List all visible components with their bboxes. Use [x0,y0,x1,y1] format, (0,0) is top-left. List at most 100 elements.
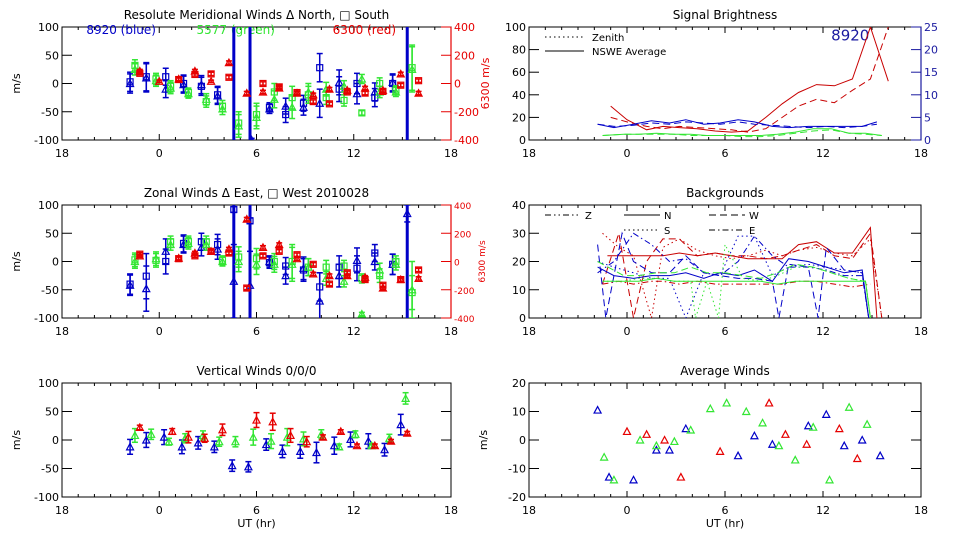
square-marker [408,64,416,72]
data-point [154,76,164,85]
data-point [599,452,609,461]
data-point [227,459,237,473]
right-y-tick-label: 0 [454,259,460,269]
data-point [225,249,233,257]
data-point [315,88,325,119]
series-line [597,232,870,318]
triangle-marker [334,442,344,451]
annotation-label: 6300 (red) [333,23,396,37]
data-point [325,100,334,108]
data-point [218,99,227,113]
triangle-marker [414,88,424,97]
square-marker [197,238,205,246]
data-point [329,436,339,455]
data-point [166,235,175,249]
data-point [758,418,768,427]
triangle-marker [741,406,751,416]
data-point [604,472,614,481]
data-point [230,435,240,448]
data-point [593,405,603,414]
data-point [218,255,227,266]
data-point [353,255,361,282]
data-point [402,428,412,437]
x-tick-label: 6 [722,504,729,517]
square-marker [175,75,183,84]
data-point [774,440,784,450]
data-point [258,87,268,96]
triangle-marker [200,433,210,442]
chart-title: Signal Brightness [673,8,778,22]
square-marker [361,89,369,97]
triangle-marker [298,434,309,443]
triangle-marker [274,239,284,249]
data-point [235,246,243,268]
triangle-marker [258,242,268,251]
triangle-marker [844,402,854,411]
triangle-marker [834,423,844,433]
data-point [302,435,312,448]
y-tick-label: -50 [41,284,59,297]
square-marker [376,79,384,88]
data-point [224,57,234,67]
square-marker [270,88,278,96]
data-point [379,87,387,96]
triangle-marker [642,429,652,438]
square-marker [309,260,317,268]
data-point [200,433,210,444]
triangle-marker [681,423,691,433]
plot-area [125,27,424,140]
x-tick-label: 0 [624,504,631,517]
triangle-marker [380,444,390,454]
series-line [602,231,883,318]
square-marker [325,280,334,288]
square-marker [152,256,160,264]
square-marker [214,240,222,249]
data-point [266,432,276,450]
triangle-marker [676,472,686,481]
series-line [610,27,889,133]
data-point [764,398,774,407]
data-point [803,420,813,430]
right-y-tick-label: 20 [924,44,938,57]
triangle-marker [146,429,156,438]
square-marker [275,247,283,255]
data-point [642,429,652,438]
triangle-marker [217,424,227,434]
square-marker [166,238,175,246]
x-tick-label: 6 [722,147,729,160]
plot-area [125,205,424,318]
data-point [309,260,317,268]
data-point [242,88,252,97]
data-point [251,411,262,429]
data-point [844,402,854,411]
y-axis-label: m/s [10,430,23,450]
right-y-tick-label: 200 [454,230,471,240]
x-tick-label: 18 [914,147,928,160]
square-marker [235,253,243,261]
data-point [293,88,301,97]
data-point [274,239,284,249]
y-tick-label: 50 [45,406,59,419]
data-point [324,84,334,93]
right-axis-label: 6300 m/s [479,57,492,109]
y-tick-label: 0 [52,78,59,91]
triangle-marker [324,84,334,93]
triangle-marker [242,88,252,97]
data-point [209,440,219,454]
triangle-marker [292,253,302,263]
chart-title: Backgrounds [686,186,764,200]
triangle-marker [164,436,174,446]
data-point [324,270,334,280]
data-point [322,259,330,275]
plot-area [593,398,885,484]
triangle-marker [669,436,679,446]
data-point [258,242,268,251]
chart-title: Average Winds [680,364,770,378]
triangle-marker [370,440,380,450]
triangle-marker [268,416,278,426]
triangle-marker [177,442,187,451]
triangle-marker [839,440,849,450]
triangle-marker [396,69,406,78]
square-marker [316,64,324,72]
square-marker [136,250,144,258]
